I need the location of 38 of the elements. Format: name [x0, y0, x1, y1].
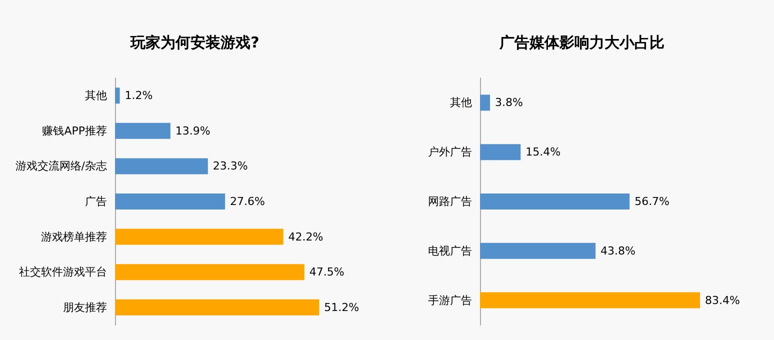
data-label: 51.2% [324, 300, 360, 314]
bar [480, 292, 700, 308]
y-tick-label: 电视广告 [428, 244, 472, 258]
data-label: 42.2% [288, 230, 324, 244]
y-tick-label: 户外广告 [428, 146, 472, 159]
data-label: 3.8% [495, 96, 523, 110]
chart-title: 玩家为何安装游戏? [130, 34, 260, 52]
y-tick-label: 社交软件游戏平台 [19, 266, 107, 279]
bar [480, 242, 596, 259]
data-label: 27.6% [230, 195, 266, 208]
y-tick-label: 游戏榜单推荐 [41, 230, 107, 244]
bar [115, 158, 208, 174]
data-label: 83.4% [705, 294, 740, 307]
y-tick-label: 其他 [450, 96, 472, 110]
bar [115, 228, 284, 245]
bar [480, 94, 490, 111]
y-tick-label: 网路广告 [428, 195, 472, 208]
bar [480, 144, 521, 160]
y-tick-label: 手游广告 [428, 294, 472, 307]
data-label: 1.2% [124, 89, 153, 102]
y-tick-label: 赚钱APP推荐 [42, 124, 107, 138]
bar [480, 194, 630, 210]
y-tick-label: 游戏交流网络/杂志 [15, 160, 107, 173]
data-label: 56.7% [634, 195, 670, 208]
bar [115, 299, 320, 316]
data-label: 13.9% [175, 124, 210, 138]
chart-title: 广告媒体影响力大小占比 [498, 34, 664, 52]
data-label: 43.8% [600, 244, 636, 258]
data-label: 15.4% [526, 146, 561, 159]
bar [115, 264, 304, 280]
data-label: 47.5% [309, 266, 344, 279]
y-tick-label: 其他 [85, 89, 107, 102]
bar [115, 122, 170, 139]
data-label: 23.3% [212, 160, 248, 173]
bar [115, 88, 120, 104]
y-tick-label: 广告 [85, 195, 107, 208]
bar [115, 194, 226, 210]
y-tick-label: 朋友推荐 [63, 300, 107, 314]
